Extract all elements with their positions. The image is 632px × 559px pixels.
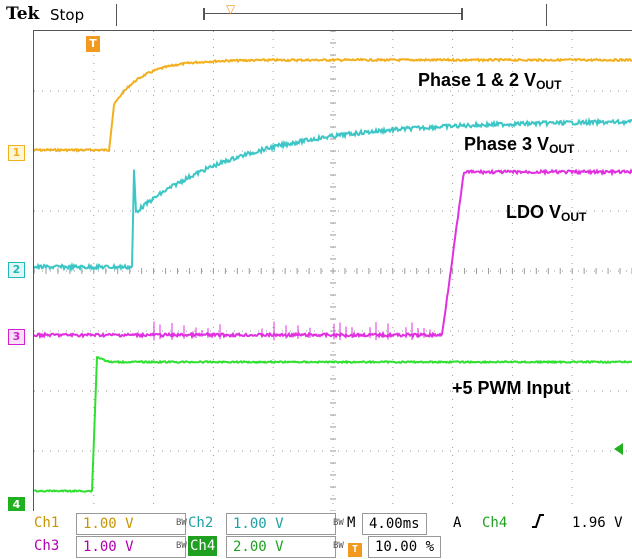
phase12-trace xyxy=(34,57,632,153)
trigger-source[interactable]: Ch4 xyxy=(482,515,508,531)
trigger-level[interactable]: 1.96 V xyxy=(572,515,623,531)
trigger-position-icon[interactable]: ▽ xyxy=(226,2,236,16)
timebase-value[interactable]: 4.00ms xyxy=(362,513,427,535)
ch2-label[interactable]: Ch2 xyxy=(188,515,214,531)
ch3-label[interactable]: Ch3 xyxy=(34,538,60,554)
waveform-display xyxy=(33,30,632,512)
brand-logo: Tek xyxy=(6,4,40,24)
phase3-trace-label: Phase 3 VOUT xyxy=(464,134,575,156)
bw-limit-icon: BW xyxy=(176,518,187,528)
ch1-ground-marker[interactable]: 1 xyxy=(8,145,25,161)
rising-edge-icon xyxy=(531,511,545,531)
ch2-ground-marker[interactable]: 2 xyxy=(8,262,25,278)
ch3-scale[interactable]: 1.00 V xyxy=(76,536,186,558)
horizontal-label: M xyxy=(347,515,356,531)
pwm-trace-label: +5 PWM Input xyxy=(452,378,571,398)
ch4-label[interactable]: Ch4 xyxy=(188,536,218,556)
phase12-trace-label: Phase 1 & 2 VOUT xyxy=(418,70,562,92)
ldo-trace-label: LDO VOUT xyxy=(506,202,587,224)
pwm-trace xyxy=(34,356,632,494)
run-status[interactable]: Stop xyxy=(50,6,85,24)
ch3-ground-marker[interactable]: 3 xyxy=(8,329,25,345)
trigger-level-marker[interactable] xyxy=(614,443,623,455)
phase3-trace xyxy=(34,117,632,273)
ch2-scale[interactable]: 1.00 V xyxy=(226,513,336,535)
record-view-bracket: ▽ xyxy=(203,2,463,20)
status-bar: Ch1 1.00 V BW Ch2 1.00 V BW M 4.00ms A C… xyxy=(0,511,632,559)
divider xyxy=(546,4,547,26)
trigger-position-value[interactable]: 10.00 % xyxy=(368,536,442,558)
divider xyxy=(116,4,117,26)
trigger-position-icon: T xyxy=(348,538,362,558)
scope-header: Tek Stop ▽ xyxy=(0,0,632,30)
bw-limit-icon: BW xyxy=(333,518,344,528)
ch1-scale[interactable]: 1.00 V xyxy=(76,513,186,535)
trigger-marker[interactable]: T xyxy=(86,36,100,52)
waveform-plot xyxy=(34,31,632,511)
ch4-scale[interactable]: 2.00 V xyxy=(226,536,336,558)
bw-limit-icon: BW xyxy=(333,541,344,551)
bw-limit-icon: BW xyxy=(176,541,187,551)
trigger-mode[interactable]: A xyxy=(453,515,462,531)
record-view-line xyxy=(205,13,461,14)
ch1-label[interactable]: Ch1 xyxy=(34,515,60,531)
ldo-trace xyxy=(34,168,632,340)
